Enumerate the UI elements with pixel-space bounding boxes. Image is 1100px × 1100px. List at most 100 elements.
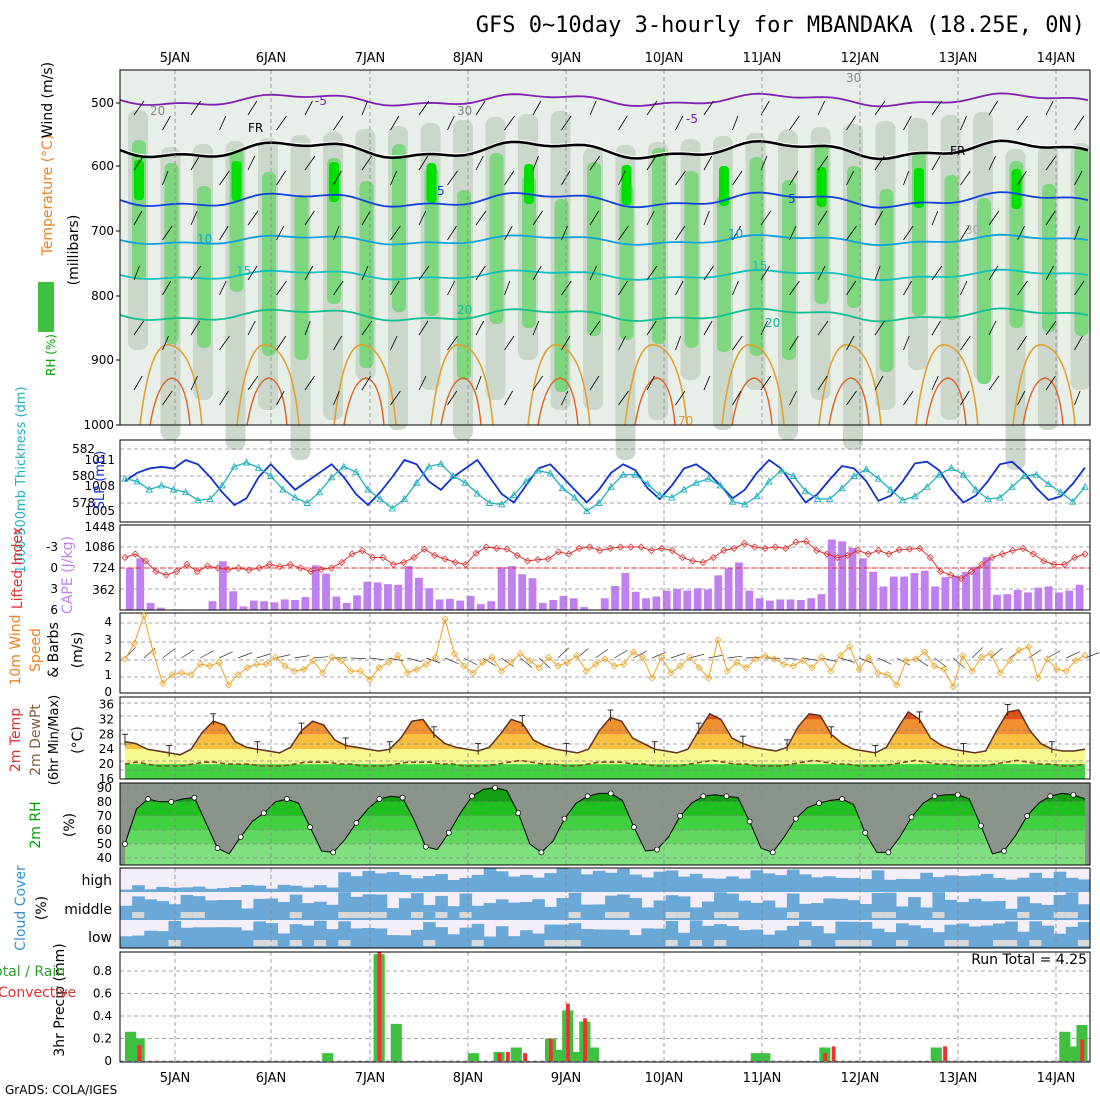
wind-tick: 3 [104,633,112,647]
cloud-cell [762,900,776,920]
wind-barb [133,375,143,391]
cloud-cell [253,898,266,920]
cloud-cell [289,885,303,892]
thickness-point [485,499,494,506]
cloud-cell [229,927,242,948]
cape-bar [993,594,1001,610]
li-point [317,565,325,573]
wind-speed-point [450,650,458,658]
cloud-cell [520,930,533,948]
wind-barb [407,657,422,663]
cloud-gap [944,940,958,946]
temp-band [125,749,1085,765]
rh-point [631,824,637,830]
isotherm-line [634,377,676,426]
cloud-gap [835,940,848,946]
cape-bar [332,596,341,610]
cloud-cell [229,900,242,920]
isotherm-label: 5 [788,192,796,206]
cloud-cell [920,872,933,892]
li-point [286,560,294,569]
cape-li-panel: -3 0 3 6 1448 1086 724 362 Lifted Index CAPE (J/k… [10,520,1091,617]
cloud-cell [156,931,169,948]
date-label: 10JAN [645,1071,684,1086]
isotherm-label: 10 [197,232,212,246]
cloud-cell [1041,925,1055,948]
wind-speed-point [667,669,675,677]
thickness-point [1081,482,1089,490]
isotherm-line [246,377,288,426]
wind-barb [703,155,713,171]
cloud-cell [677,876,691,892]
li-point [947,571,955,579]
cloud-cell [326,887,339,892]
wind-barb [247,375,259,391]
cloud-cell [774,907,788,920]
cloud-gap [1005,940,1018,946]
wind-barb [219,280,227,296]
li-point [338,558,346,566]
cloud-gap [896,940,909,946]
isotherm-label: 30 [457,104,472,118]
rh-tick: 50 [97,837,112,851]
cloud-cell [811,877,824,892]
li-tick: 3 [50,582,58,596]
rh-point [446,829,452,836]
wind-barb [817,100,826,116]
cloud-cell [120,936,133,948]
thickness-point [1008,482,1016,490]
precip-total-bar [930,1047,942,1061]
precip-conv-bar [548,1038,553,1061]
cloud-cell [738,930,751,948]
wind-barb [447,390,458,406]
wind-barb [390,280,400,296]
wind-barb [390,225,401,241]
cloud-cell [338,872,351,892]
li-point [503,545,511,553]
cloud-cell [556,868,570,892]
rh-band [749,157,764,356]
wind-barb [846,390,857,406]
wind-barb [350,657,366,660]
wind-barb [181,649,195,659]
cloud-gap [362,912,376,918]
li-point [606,544,614,552]
cloud-cell [520,874,533,892]
cloud-cell [750,902,764,920]
wind-speed-point [243,664,251,672]
isotherm-line [915,344,979,426]
wind-barb [333,390,340,406]
isotherm-line [119,92,1089,108]
thickness-point [315,488,324,496]
cloud-cell [908,925,921,948]
cape-bar [353,595,361,610]
date-label: 9JAN [551,51,582,66]
cloud-cell [605,872,618,892]
li-point [1019,544,1027,552]
wind-speed-point [639,653,647,661]
temp-tick: 20 [99,757,114,771]
li-point [575,544,583,552]
li-point [420,545,428,553]
cloud-cell [120,889,133,892]
cloud-cell [483,868,497,892]
cloud-cell [750,929,764,948]
wind-speed-point [1062,667,1070,675]
top-date-axis: 5JAN 6JAN 7JAN 8JAN 9JAN 10JAN 11JAN 12JAN 13JAN… [160,51,1076,66]
wind-barb [708,654,724,659]
cloud-gap [568,912,582,918]
rh-point [191,794,198,801]
cloud-cell [762,934,776,948]
wind-barb [219,225,229,241]
cloud-cell [398,935,412,948]
date-label: 14JAN [1037,1071,1076,1086]
cape-bar [487,601,496,610]
cape-bar [673,588,681,610]
wind-barb [675,280,684,296]
wind-speed-point [799,657,807,665]
isotherm-line [430,344,494,426]
wind-speed-point [516,650,524,658]
cloud-gap [1077,940,1091,946]
cloud-gap [411,912,424,918]
cloud-cell [823,876,836,892]
